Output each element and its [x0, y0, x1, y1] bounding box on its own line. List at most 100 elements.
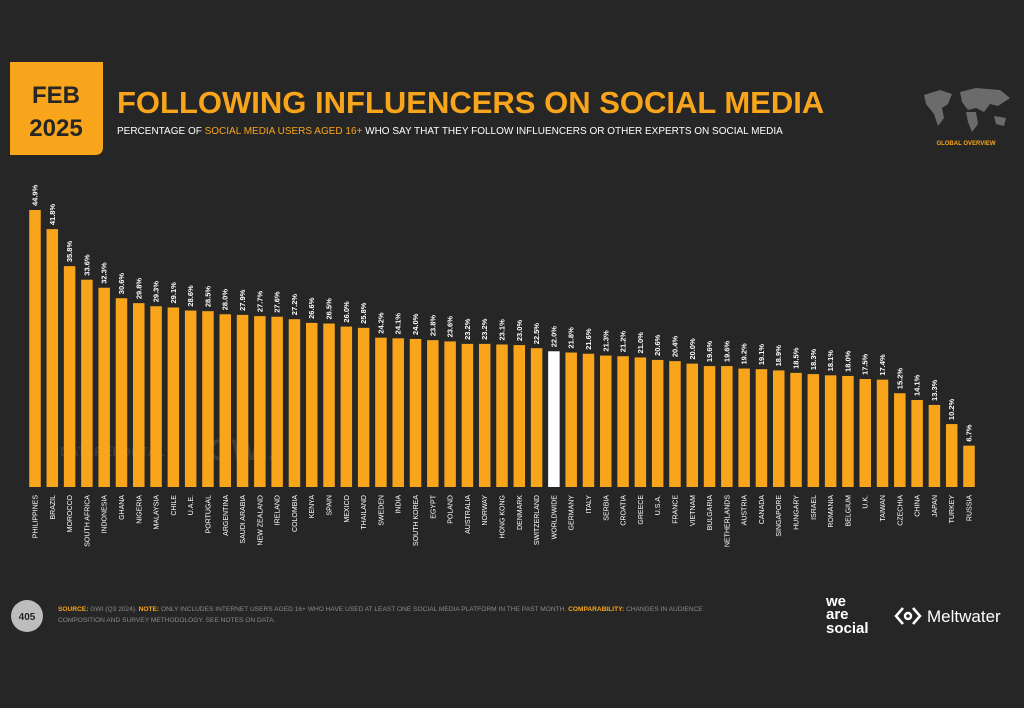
x-tick-label: BRAZIL: [50, 495, 57, 520]
value-label: 35.8%: [65, 241, 74, 263]
value-label: 29.3%: [152, 281, 161, 303]
x-tick-label: EGYPT: [430, 494, 437, 518]
bar: [63, 266, 76, 487]
bar: [167, 307, 180, 487]
x-tick-label: TURKEY: [949, 495, 956, 524]
bar: [427, 340, 439, 487]
x-tick-label: SINGAPORE: [776, 495, 783, 537]
bar: [98, 287, 110, 487]
x-tick-label: ARGENTINA: [223, 495, 230, 536]
value-label: 33.6%: [82, 254, 91, 276]
bar: [600, 355, 612, 487]
x-tick-label: VIETNAM: [690, 495, 697, 526]
bar: [496, 344, 508, 487]
bar: [894, 393, 906, 487]
bar: [150, 306, 162, 487]
x-tick-label: AUSTRALIA: [465, 495, 472, 534]
bar: [133, 303, 145, 487]
subtitle-highlight: SOCIAL MEDIA USERS AGED 16+: [205, 126, 363, 137]
x-tick-label: SOUTH KOREA: [413, 495, 420, 546]
x-tick-label: JAPAN: [932, 495, 939, 517]
world-map-icon: [924, 88, 1010, 132]
x-tick-label: MOROCCO: [67, 494, 74, 532]
x-tick-label: DENMARK: [517, 495, 524, 530]
x-tick-label: HONG KONG: [500, 495, 507, 539]
badge-year: 2025: [29, 115, 82, 142]
bar: [911, 400, 923, 487]
value-label: 24.1%: [394, 313, 403, 335]
value-label: 24.0%: [411, 313, 420, 335]
page-number-badge: [11, 600, 43, 632]
x-tick-label: WORLDWIDE: [551, 495, 558, 540]
x-tick-label: BULGARIA: [707, 495, 714, 531]
value-label: 20.6%: [653, 334, 662, 356]
chart-subtitle: PERCENTAGE OF SOCIAL MEDIA USERS AGED 16…: [117, 126, 783, 137]
value-label: 28.5%: [203, 286, 212, 308]
value-label: 18.0%: [843, 350, 852, 372]
bar: [115, 298, 128, 487]
bar: [617, 356, 629, 487]
value-label: 13.3%: [930, 379, 939, 401]
date-badge: [10, 62, 103, 155]
bar: [928, 404, 941, 487]
bar: [686, 363, 699, 487]
x-tick-label: U.A.E.: [188, 495, 195, 515]
value-label: 19.2%: [740, 343, 749, 365]
bar: [409, 338, 422, 487]
x-tick-label: PORTUGAL: [205, 495, 212, 533]
value-label: 18.5%: [792, 347, 801, 369]
logo-text: are: [826, 606, 849, 623]
bar: [582, 353, 595, 487]
x-tick-label: ITALY: [586, 495, 593, 514]
value-label: 27.6%: [273, 291, 282, 313]
bar: [202, 311, 214, 487]
bar: [772, 370, 785, 487]
bar: [271, 316, 283, 487]
bar: [29, 210, 41, 487]
logo-text: we: [825, 593, 846, 610]
bars: 44.9% PHILIPPINES 41.8% BRAZIL 35.8% MOROCCO 3…: [29, 184, 975, 547]
x-tick-label: SOUTH AFRICA: [84, 495, 91, 547]
value-label: 19.6%: [722, 340, 731, 362]
value-label: 23.6%: [446, 316, 455, 338]
x-tick-label: ROMANIA: [828, 495, 835, 528]
value-label: 27.7%: [255, 291, 264, 313]
bar: [565, 352, 577, 487]
value-label: 28.6%: [186, 285, 195, 307]
bar: [790, 372, 802, 487]
x-tick-label: FRANCE: [672, 495, 679, 524]
value-label: 26.0%: [342, 301, 351, 323]
footer-line: SOURCE: GWI (Q3 2024). NOTE: ONLY INCLUD…: [58, 606, 703, 613]
x-tick-label: BELGIUM: [845, 495, 852, 527]
bar: [738, 368, 750, 487]
bar: [634, 357, 647, 487]
value-label: 24.2%: [376, 312, 385, 334]
value-label: 41.8%: [48, 204, 57, 226]
footer-label: COMPARABILITY:: [568, 606, 624, 613]
value-label: 23.2%: [480, 318, 489, 340]
x-tick-label: AUSTRIA: [742, 495, 749, 526]
x-tick-label: ISRAEL: [811, 495, 818, 520]
value-label: 23.8%: [428, 315, 437, 337]
bar: [46, 229, 59, 487]
watermark: DATAREPORTAL: [60, 444, 165, 459]
value-label: 22.5%: [532, 323, 541, 345]
footer-label: SOURCE:: [58, 606, 88, 613]
x-tick-label: CHILE: [171, 495, 178, 516]
bar: [513, 345, 526, 487]
x-tick-label: KENYA: [309, 495, 316, 519]
chart-title: FOLLOWING INFLUENCERS ON SOCIAL MEDIA: [117, 85, 824, 120]
x-tick-label: NEW ZEALAND: [257, 495, 264, 546]
bar: [392, 338, 404, 487]
x-tick-label: U.K.: [863, 495, 870, 509]
bar: [876, 379, 889, 487]
x-tick-label: GREECE: [638, 495, 645, 525]
logo-text: Meltwater: [927, 607, 1001, 626]
bar: [530, 348, 543, 487]
value-label: 15.2%: [895, 368, 904, 390]
x-tick-label: NORWAY: [482, 495, 489, 526]
bar: [963, 445, 975, 487]
bar: [254, 316, 266, 487]
bar: [755, 369, 768, 487]
bar: [478, 343, 491, 487]
